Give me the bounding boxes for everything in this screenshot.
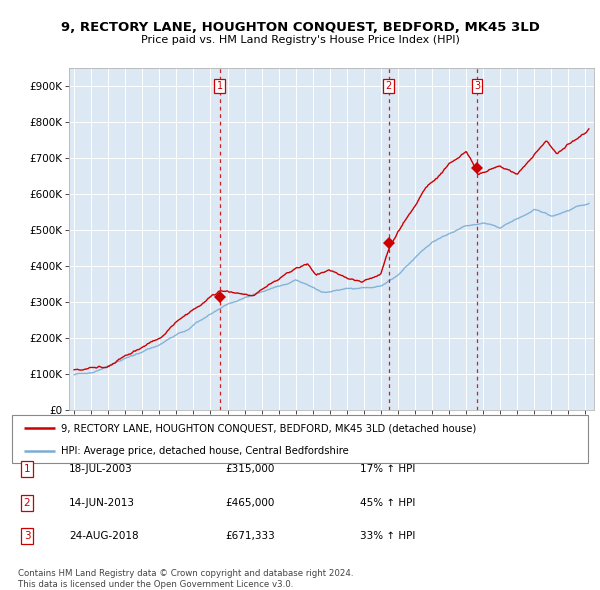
Text: £315,000: £315,000	[225, 464, 274, 474]
Text: 3: 3	[474, 81, 481, 91]
Text: 14-JUN-2013: 14-JUN-2013	[69, 498, 135, 507]
Text: 24-AUG-2018: 24-AUG-2018	[69, 532, 139, 541]
Text: HPI: Average price, detached house, Central Bedfordshire: HPI: Average price, detached house, Cent…	[61, 445, 349, 455]
Text: 45% ↑ HPI: 45% ↑ HPI	[360, 498, 415, 507]
Text: 2: 2	[23, 498, 31, 507]
Text: 33% ↑ HPI: 33% ↑ HPI	[360, 532, 415, 541]
Text: Price paid vs. HM Land Registry's House Price Index (HPI): Price paid vs. HM Land Registry's House …	[140, 35, 460, 45]
Text: 3: 3	[23, 532, 31, 541]
Text: 9, RECTORY LANE, HOUGHTON CONQUEST, BEDFORD, MK45 3LD (detached house): 9, RECTORY LANE, HOUGHTON CONQUEST, BEDF…	[61, 423, 476, 433]
Text: 18-JUL-2003: 18-JUL-2003	[69, 464, 133, 474]
Text: Contains HM Land Registry data © Crown copyright and database right 2024.: Contains HM Land Registry data © Crown c…	[18, 569, 353, 578]
FancyBboxPatch shape	[12, 415, 588, 463]
Text: £465,000: £465,000	[225, 498, 274, 507]
Text: 1: 1	[23, 464, 31, 474]
Text: This data is licensed under the Open Government Licence v3.0.: This data is licensed under the Open Gov…	[18, 579, 293, 589]
Text: 2: 2	[385, 81, 392, 91]
Text: £671,333: £671,333	[225, 532, 275, 541]
Text: 9, RECTORY LANE, HOUGHTON CONQUEST, BEDFORD, MK45 3LD: 9, RECTORY LANE, HOUGHTON CONQUEST, BEDF…	[61, 21, 539, 34]
Text: 17% ↑ HPI: 17% ↑ HPI	[360, 464, 415, 474]
Text: 1: 1	[217, 81, 223, 91]
